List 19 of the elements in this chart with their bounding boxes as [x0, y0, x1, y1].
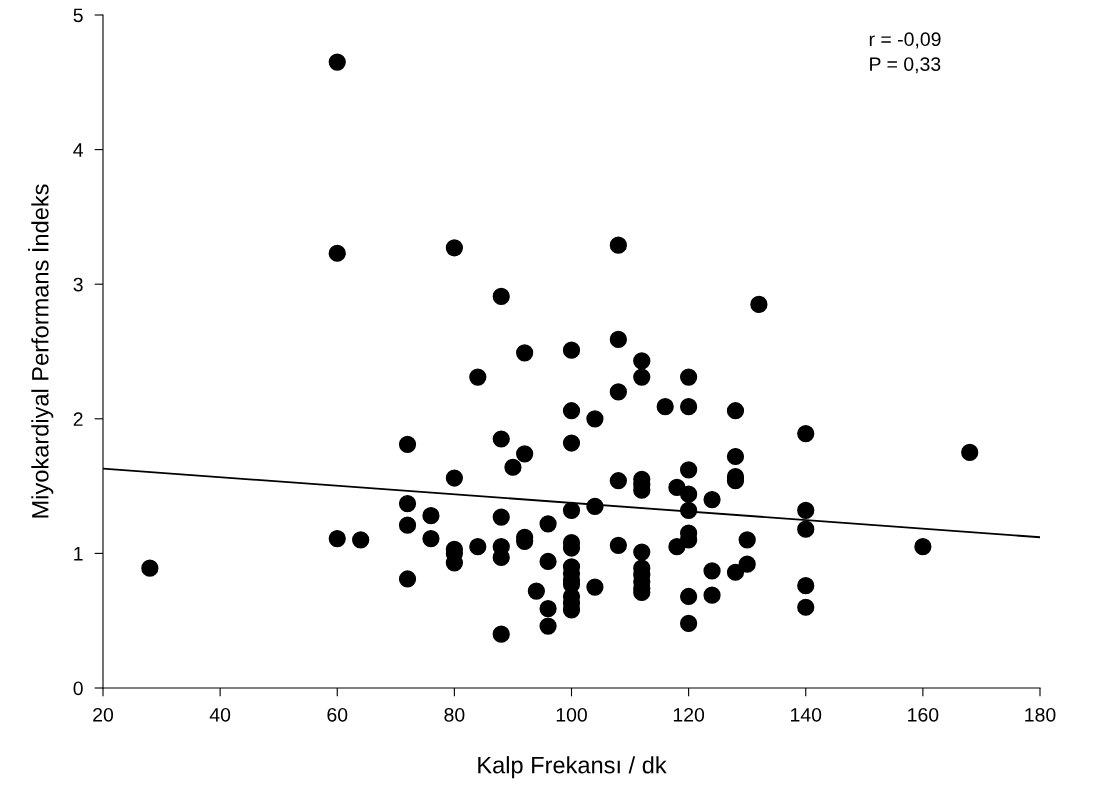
annotation: P = 0,33 [870, 57, 941, 74]
x-tick-label: 100 [556, 707, 587, 722]
x-tick-label: 160 [908, 707, 939, 722]
y-axis-title: Miyokardiyal Performans İndeks [27, 184, 54, 518]
x-tick-label: 180 [1025, 707, 1056, 722]
x-tick-label: 80 [444, 707, 465, 722]
x-tick-label: 20 [93, 707, 114, 722]
annotation: r = -0,09 [869, 32, 941, 49]
x-tick-label: 140 [791, 707, 822, 722]
y-tick-label: 2 [73, 412, 83, 426]
y-tick-label: 3 [73, 277, 83, 292]
y-tick-label: 0 [73, 681, 83, 696]
x-axis-title: Kalp Frekansı / dk [478, 756, 667, 779]
y-tick-label: 4 [73, 143, 83, 157]
x-tick-label: 120 [673, 707, 705, 722]
y-tick-label: 5 [73, 8, 83, 23]
x-tick-label: 60 [327, 707, 348, 722]
x-tick-label: 40 [209, 707, 231, 722]
y-tick-label: 1 [74, 547, 83, 561]
